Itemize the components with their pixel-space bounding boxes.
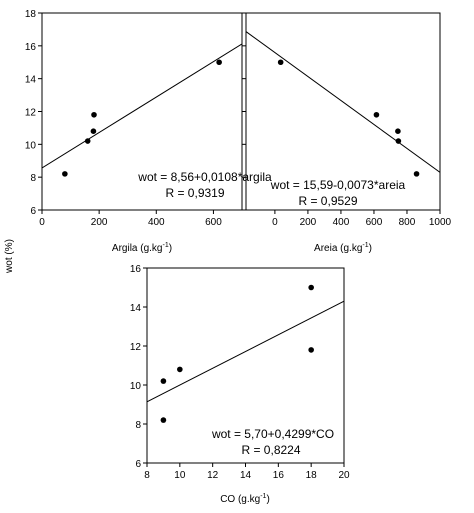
y-tick-label: 16 <box>130 264 142 275</box>
x-axis-label: Argila (g.kg-1) <box>112 242 172 254</box>
fit-equation: wot = 8,56+0,0108*argila <box>137 170 272 184</box>
x-axis-label-text: CO (g.kg <box>220 494 260 505</box>
data-point <box>160 417 167 423</box>
data-point <box>373 111 380 118</box>
marks-argila: 0 200 400 600 6 8 10 12 14 16 18 <box>25 9 242 228</box>
x-tick-label: 400 <box>333 217 350 228</box>
data-point <box>91 111 97 118</box>
x-tick-label: 600 <box>366 217 383 228</box>
y-tick-label: 14 <box>130 303 142 314</box>
data-point <box>216 59 222 66</box>
regression-line <box>246 31 440 173</box>
y-tick-label: 10 <box>25 140 37 151</box>
x-axis-label-sup: -1 <box>260 493 266 500</box>
fit-r-value: R = 0,9529 <box>298 194 357 208</box>
data-point <box>84 138 91 144</box>
x-axis-label: Areia (g.kg-1) <box>314 242 372 254</box>
x-tick-label: 800 <box>399 217 416 228</box>
x-tick-label: 20 <box>338 470 350 481</box>
fit-r-value: R = 0,9319 <box>165 186 224 200</box>
chart-areia: 0 200 400 600 800 1000 wot = 15,59-0,0073*are… <box>242 12 452 254</box>
x-tick-label: 18 <box>306 470 318 481</box>
data-point <box>395 138 402 144</box>
data-point <box>277 59 284 66</box>
x-tick-label: 10 <box>174 470 186 481</box>
data-point <box>62 171 68 177</box>
fit-r-value: R = 0,8224 <box>241 443 300 457</box>
data-point <box>90 128 97 134</box>
x-axis-label-close: ) <box>266 494 269 505</box>
marks-areia: 0 200 400 600 800 1000 <box>242 12 452 228</box>
x-tick-label: 1000 <box>429 217 452 228</box>
x-axis-label-close: ) <box>369 243 372 254</box>
data-point <box>177 366 183 373</box>
regression-line <box>147 300 344 403</box>
fit-equation: wot = 5,70+0,4299*CO <box>211 427 334 441</box>
fit-equation: wot = 15,59-0,0073*areia <box>270 178 406 192</box>
regression-line <box>42 43 242 169</box>
y-tick-label: 10 <box>130 381 142 392</box>
x-axis-label-text: Argila (g.kg <box>112 243 163 254</box>
data-point <box>160 378 167 384</box>
y-tick-label: 14 <box>25 75 37 86</box>
y-tick-label: 12 <box>130 342 142 353</box>
x-tick-label: 0 <box>272 217 278 228</box>
y-tick-label: 8 <box>135 420 141 431</box>
x-axis-label-close: ) <box>169 243 172 254</box>
x-tick-label: 0 <box>39 217 45 228</box>
x-tick-label: 600 <box>205 217 222 228</box>
data-point <box>413 171 420 177</box>
y-tick-label: 6 <box>30 206 36 217</box>
y-tick-label: 18 <box>25 9 37 20</box>
y-tick-label: 16 <box>25 42 37 53</box>
y-tick-label: 8 <box>30 173 36 184</box>
x-tick-label: 14 <box>240 470 252 481</box>
x-tick-label: 400 <box>148 217 165 228</box>
chart-argila: 0 200 400 600 6 8 10 12 14 16 18 wot = 8,56+0,0108… <box>25 9 272 254</box>
x-tick-label: 12 <box>207 470 219 481</box>
x-tick-label: 200 <box>91 217 108 228</box>
x-axis-label: CO (g.kg-1) <box>220 493 270 505</box>
x-axis-label-sup: -1 <box>163 242 169 249</box>
y-axis-label: wot (%) <box>4 239 15 274</box>
x-tick-label: 200 <box>300 217 317 228</box>
y-tick-label: 12 <box>25 108 37 119</box>
y-tick-label: 6 <box>135 459 141 470</box>
x-tick-label: 8 <box>144 470 150 481</box>
data-point <box>395 128 401 134</box>
x-tick-label: 16 <box>273 470 285 481</box>
x-axis-label-text: Areia (g.kg <box>314 243 362 254</box>
data-point <box>308 347 314 353</box>
data-point <box>308 284 314 291</box>
x-axis-label-sup: -1 <box>362 242 368 249</box>
